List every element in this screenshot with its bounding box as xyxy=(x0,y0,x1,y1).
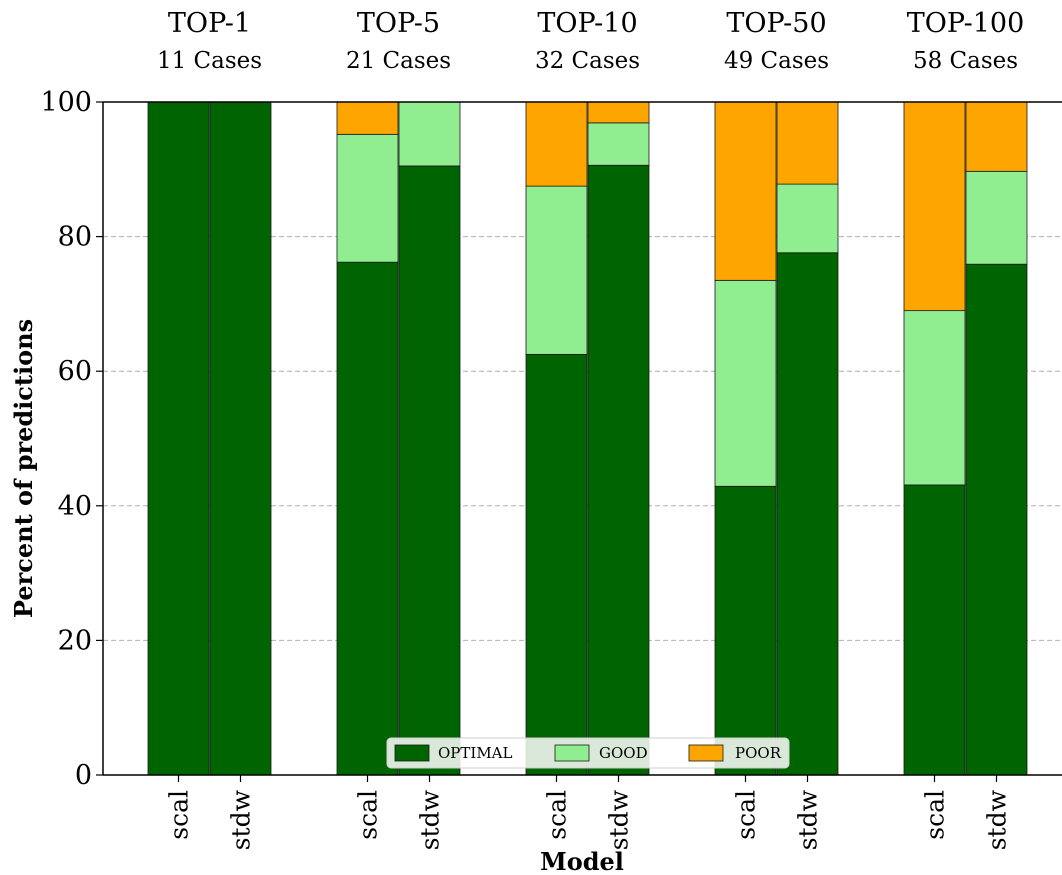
group-title: TOP-10 xyxy=(537,8,637,39)
bar-top-1-stdw-optimal xyxy=(209,101,272,776)
bar-top-5-scal-optimal xyxy=(336,261,399,776)
bar-top-1-scal-optimal xyxy=(147,101,210,776)
bar-top-10-scal-good xyxy=(525,185,588,355)
y-tick-label: 60 xyxy=(58,356,92,387)
bar-top-5-stdw-good xyxy=(398,101,461,167)
bar-top-50-scal-optimal xyxy=(714,485,777,776)
bar-top-10-stdw-optimal xyxy=(587,164,650,776)
legend-swatch-poor xyxy=(688,744,724,762)
labels: scal stdw TOP-1 11 Cases scal stdw TOP-5 21 Cas… xyxy=(9,8,1024,875)
x-tick-label: stdw xyxy=(605,789,634,850)
y-tick-label: 100 xyxy=(40,87,92,118)
y-tick-label: 80 xyxy=(58,222,92,253)
group-subtitle: 32 Cases xyxy=(535,48,640,74)
x-tick-label: scal xyxy=(921,790,950,840)
x-tick-label: scal xyxy=(354,790,383,840)
x-tick-label: scal xyxy=(732,790,761,840)
group-subtitle: 49 Cases xyxy=(724,48,829,74)
group-title: TOP-100 xyxy=(907,8,1025,39)
group-subtitle: 11 Cases xyxy=(157,48,262,74)
bar-top-100-scal-good xyxy=(903,310,966,486)
y-tick-label: 40 xyxy=(58,491,92,522)
bar-top-10-stdw-poor xyxy=(587,101,650,124)
x-tick-label: stdw xyxy=(794,789,823,850)
x-tick-label: stdw xyxy=(983,789,1012,850)
bar-top-100-stdw-poor xyxy=(965,101,1028,172)
legend-label-poor: POOR xyxy=(735,744,782,762)
bar-top-10-scal-optimal xyxy=(525,353,588,776)
legend-swatch-good xyxy=(554,744,590,762)
bar-top-10-stdw-good xyxy=(587,122,650,166)
bar-top-50-stdw-poor xyxy=(776,101,839,185)
legend-label-optimal: OPTIMAL xyxy=(438,744,513,762)
bar-top-10-scal-poor xyxy=(525,101,588,187)
axes xyxy=(96,101,1062,782)
bars xyxy=(147,101,1028,776)
x-axis-label: Model xyxy=(540,847,624,875)
y-axis-label: Percent of predictions xyxy=(9,319,38,618)
x-tick-label: scal xyxy=(165,790,194,840)
group-title: TOP-5 xyxy=(357,8,440,39)
bar-top-100-scal-optimal xyxy=(903,484,966,776)
bar-top-50-scal-poor xyxy=(714,101,777,281)
group-subtitle: 58 Cases xyxy=(913,48,1018,74)
x-tick-label: scal xyxy=(543,790,572,840)
legend-swatch-optimal xyxy=(394,744,430,762)
group-subtitle: 21 Cases xyxy=(346,48,451,74)
bar-top-5-stdw-optimal xyxy=(398,165,461,776)
y-tick-label: 0 xyxy=(75,760,92,791)
bar-top-5-scal-good xyxy=(336,133,399,263)
bar-top-100-stdw-optimal xyxy=(965,263,1028,776)
legend-label-good: GOOD xyxy=(599,744,648,762)
bar-top-50-stdw-good xyxy=(776,183,839,254)
bar-top-100-stdw-good xyxy=(965,170,1028,265)
bar-top-5-scal-poor xyxy=(336,101,399,135)
bar-top-50-stdw-optimal xyxy=(776,252,839,776)
bar-top-50-scal-good xyxy=(714,279,777,487)
legend: OPTIMAL GOOD POOR xyxy=(386,737,790,769)
bar-top-100-scal-poor xyxy=(903,101,966,312)
group-title: TOP-50 xyxy=(726,8,826,39)
x-tick-label: stdw xyxy=(416,789,445,850)
group-title: TOP-1 xyxy=(168,8,251,39)
y-tick-label: 20 xyxy=(58,625,92,656)
x-tick-label: stdw xyxy=(227,789,256,850)
